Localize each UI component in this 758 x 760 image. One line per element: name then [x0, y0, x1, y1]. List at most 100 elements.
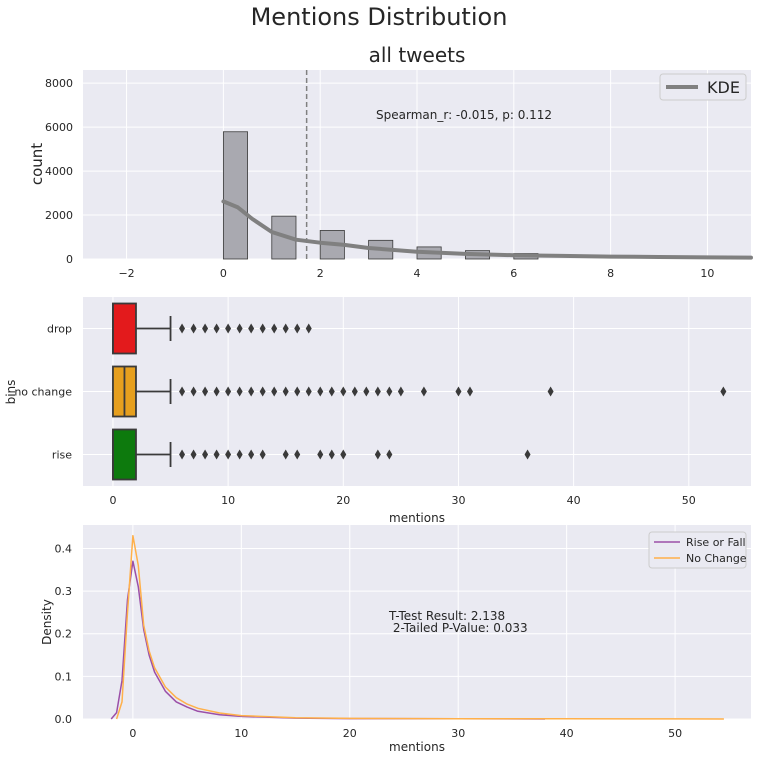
boxplot-panel: 0 10 20 30 40 50 drop no change rise mentions bi…: [4, 297, 751, 525]
density-ticks: 0 10 20 30 40 50 0.0 0.1 0.2 0.3 0.4: [55, 542, 683, 740]
outlier-marker: [179, 449, 186, 460]
outlier-marker: [340, 386, 347, 397]
outlier-marker: [282, 386, 289, 397]
x-tick-label: 20: [343, 727, 357, 740]
histogram-ylabel: count: [28, 143, 46, 185]
outlier-marker: [248, 386, 255, 397]
density-plot-area: [83, 525, 751, 719]
x-tick-label: 4: [414, 267, 421, 280]
outlier-marker: [248, 323, 255, 334]
histogram-ticks: −2 0 2 4 6 8 10 0 2000 4000 6000 8000: [45, 77, 714, 280]
box-body: [112, 302, 137, 355]
outlier-marker: [374, 449, 381, 460]
x-tick-label: 30: [451, 494, 465, 507]
y-tick-label: 0: [66, 253, 73, 266]
histogram-grid: [83, 70, 751, 260]
category-label: rise: [52, 449, 72, 462]
x-tick-label: 10: [221, 494, 235, 507]
outlier-marker: [466, 386, 473, 397]
outlier-marker: [202, 386, 209, 397]
outlier-marker: [282, 323, 289, 334]
y-tick-label: 0.3: [55, 585, 73, 598]
category-label: no change: [14, 386, 72, 399]
outlier-marker: [397, 386, 404, 397]
ttest-annotation-line1: T-Test Result: 2.138: [388, 609, 505, 623]
boxplot-xlabel: mentions: [389, 511, 445, 525]
outlier-marker: [386, 386, 393, 397]
outlier-marker: [259, 449, 266, 460]
outlier-marker: [236, 323, 243, 334]
density-ylabel: Density: [40, 599, 54, 645]
boxplot-ticks: 0 10 20 30 40 50 drop no change rise: [14, 323, 695, 508]
outlier-marker: [340, 449, 347, 460]
y-tick-label: 2000: [45, 209, 73, 222]
x-tick-label: 50: [682, 494, 696, 507]
outlier-marker: [259, 323, 266, 334]
outlier-marker: [213, 323, 220, 334]
y-tick-label: 0.0: [55, 713, 73, 726]
outlier-marker: [190, 449, 197, 460]
x-tick-label: 50: [668, 727, 682, 740]
histogram-legend: KDE: [659, 73, 747, 101]
x-tick-label: 30: [451, 727, 465, 740]
x-tick-label: 8: [607, 267, 614, 280]
x-tick-label: 2: [317, 267, 324, 280]
outlier-marker: [524, 449, 531, 460]
y-tick-label: 6000: [45, 121, 73, 134]
outlier-marker: [225, 449, 232, 460]
outlier-marker: [374, 386, 381, 397]
histogram-panel: all tweets −2 0 2 4 6 8 10 0 2000 4000 6000 8000 Sp…: [28, 43, 753, 280]
outlier-marker: [328, 386, 335, 397]
x-tick-label: 0: [220, 267, 227, 280]
outlier-marker: [305, 323, 312, 334]
outlier-marker: [202, 323, 209, 334]
outlier-marker: [363, 386, 370, 397]
box-rise: [112, 428, 531, 481]
legend-rise-or-fall-label: Rise or Fall: [686, 536, 746, 549]
outlier-marker: [179, 386, 186, 397]
x-tick-label: 20: [336, 494, 350, 507]
outlier-marker: [455, 386, 462, 397]
y-tick-label: 0.4: [55, 542, 73, 555]
box-body: [112, 428, 137, 481]
outlier-marker: [213, 449, 220, 460]
x-tick-label: 10: [700, 267, 714, 280]
outlier-marker: [202, 449, 209, 460]
category-label: drop: [47, 323, 72, 336]
histogram-bar: [222, 131, 248, 260]
outlier-marker: [305, 386, 312, 397]
outlier-marker: [225, 386, 232, 397]
x-tick-label: 10: [234, 727, 248, 740]
box-drop: [112, 302, 312, 355]
boxplot-ylabel: bins: [4, 380, 18, 405]
outlier-marker: [294, 386, 301, 397]
density-xlabel: mentions: [389, 740, 445, 754]
density-legend: Rise or Fall No Change: [648, 531, 747, 569]
outlier-marker: [282, 449, 289, 460]
y-tick-label: 0.1: [55, 670, 73, 683]
outlier-marker: [236, 386, 243, 397]
x-tick-label: −2: [118, 267, 134, 280]
outlier-marker: [213, 386, 220, 397]
histogram-title: all tweets: [369, 43, 466, 67]
outlier-marker: [271, 386, 278, 397]
outlier-marker: [547, 386, 554, 397]
outlier-marker: [294, 323, 301, 334]
histogram-bars: [222, 131, 539, 260]
outlier-marker: [351, 386, 358, 397]
x-tick-label: 40: [567, 494, 581, 507]
legend-no-change-label: No Change: [686, 552, 747, 565]
outlier-marker: [720, 386, 727, 397]
legend-frame: [648, 531, 747, 569]
outlier-marker: [386, 449, 393, 460]
x-tick-label: 0: [109, 494, 116, 507]
x-tick-label: 40: [560, 727, 574, 740]
outlier-marker: [190, 323, 197, 334]
y-tick-label: 4000: [45, 165, 73, 178]
outlier-marker: [294, 449, 301, 460]
density-panel: 0 10 20 30 40 50 0.0 0.1 0.2 0.3 0.4 T-Test Result…: [40, 525, 751, 754]
outlier-marker: [328, 449, 335, 460]
outlier-marker: [271, 323, 278, 334]
density-line-no-change: [115, 534, 724, 720]
